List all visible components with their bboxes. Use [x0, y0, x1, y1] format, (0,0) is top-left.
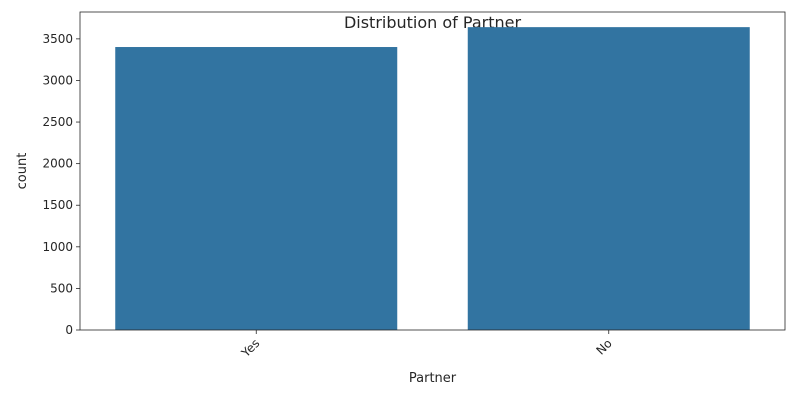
y-tick-label: 3000: [42, 73, 73, 87]
bar-no: [467, 27, 750, 331]
plot-frame: [79, 11, 786, 331]
x-axis: Yes No: [238, 330, 615, 361]
bar-yes: [115, 47, 398, 330]
y-tick-label: 0: [65, 323, 73, 337]
x-tick-label-yes: Yes: [238, 336, 262, 360]
y-tick-label: 1000: [42, 240, 73, 254]
y-tick-label: 500: [50, 281, 73, 295]
bars-group: [115, 27, 750, 331]
x-axis-label: Partner: [409, 371, 457, 386]
y-axis: 0 500 1000 1500 2000 2500 3000 3500: [42, 32, 80, 337]
y-tick-label: 3500: [42, 32, 73, 46]
y-tick-label: 1500: [42, 198, 73, 212]
x-tick-label-no: No: [593, 336, 614, 357]
y-axis-label: count: [15, 153, 30, 190]
y-tick-label: 2000: [42, 157, 73, 171]
y-tick-label: 2500: [42, 115, 73, 129]
